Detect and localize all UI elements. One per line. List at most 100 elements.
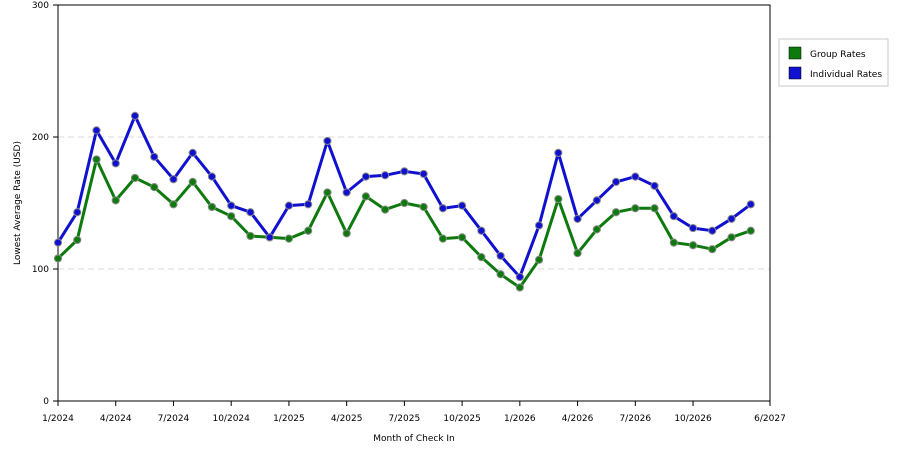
data-point-group-rates[interactable] bbox=[207, 202, 217, 212]
legend-label-group: Group Rates bbox=[810, 50, 866, 60]
data-point-group-rates[interactable] bbox=[438, 234, 447, 243]
y-tick-label: 300 bbox=[32, 1, 49, 11]
legend-label-individual: Individual Rates bbox=[810, 70, 882, 80]
x-tick-label: 10/2024 bbox=[212, 414, 250, 424]
data-point-group-rates[interactable] bbox=[727, 233, 736, 242]
data-point-individual-rates[interactable] bbox=[169, 175, 178, 184]
data-point-group-rates[interactable] bbox=[150, 183, 159, 192]
x-tick-label: 4/2024 bbox=[100, 414, 132, 424]
series-line-group-rates bbox=[56, 157, 752, 289]
y-tick-label: 200 bbox=[32, 133, 49, 143]
data-point-group-rates[interactable] bbox=[400, 198, 409, 208]
data-point-individual-rates[interactable] bbox=[207, 172, 217, 181]
data-point-individual-rates[interactable] bbox=[53, 238, 63, 247]
data-point-group-rates[interactable] bbox=[650, 204, 659, 213]
data-point-individual-rates[interactable] bbox=[323, 136, 332, 146]
data-point-individual-rates[interactable] bbox=[688, 223, 698, 233]
x-tick-label: 1/2025 bbox=[273, 414, 305, 424]
data-point-group-rates[interactable] bbox=[746, 226, 755, 235]
data-point-group-rates[interactable] bbox=[111, 196, 120, 205]
data-point-group-rates[interactable] bbox=[246, 231, 255, 241]
data-point-group-rates[interactable] bbox=[304, 226, 313, 235]
data-point-group-rates[interactable] bbox=[92, 155, 101, 164]
data-point-individual-rates[interactable] bbox=[342, 188, 351, 197]
y-tick-label: 0 bbox=[43, 397, 49, 407]
data-point-individual-rates[interactable] bbox=[111, 159, 120, 168]
data-point-individual-rates[interactable] bbox=[611, 177, 621, 186]
data-point-group-rates[interactable] bbox=[284, 234, 294, 243]
x-tick-label: 4/2026 bbox=[562, 414, 594, 424]
data-point-individual-rates[interactable] bbox=[669, 212, 678, 221]
data-point-group-rates[interactable] bbox=[342, 229, 351, 238]
data-point-group-rates[interactable] bbox=[361, 192, 370, 201]
x-tick-label: 4/2025 bbox=[331, 414, 363, 424]
data-point-group-rates[interactable] bbox=[573, 249, 582, 258]
legend-swatch-group bbox=[788, 46, 802, 60]
data-point-individual-rates[interactable] bbox=[708, 226, 717, 235]
data-point-individual-rates[interactable] bbox=[534, 221, 544, 230]
data-point-group-rates[interactable] bbox=[130, 173, 140, 183]
data-point-individual-rates[interactable] bbox=[304, 200, 313, 209]
data-point-individual-rates[interactable] bbox=[284, 201, 294, 210]
data-point-individual-rates[interactable] bbox=[592, 196, 601, 205]
data-point-group-rates[interactable] bbox=[458, 233, 467, 242]
x-tick-label: 10/2025 bbox=[443, 414, 480, 424]
data-point-individual-rates[interactable] bbox=[746, 200, 755, 209]
data-point-individual-rates[interactable] bbox=[458, 201, 467, 210]
data-point-group-rates[interactable] bbox=[534, 255, 544, 264]
legend-swatch-individual bbox=[788, 66, 802, 80]
grid-lines bbox=[58, 136, 770, 270]
data-point-group-rates[interactable] bbox=[554, 194, 563, 204]
data-point-individual-rates[interactable] bbox=[496, 251, 505, 260]
x-tick-label: 1/2026 bbox=[504, 414, 536, 424]
data-point-group-rates[interactable] bbox=[708, 245, 717, 254]
data-point-group-rates[interactable] bbox=[419, 202, 428, 212]
y-tick-label: 100 bbox=[32, 265, 49, 275]
data-point-group-rates[interactable] bbox=[53, 254, 63, 263]
data-point-group-rates[interactable] bbox=[515, 283, 524, 292]
data-point-group-rates[interactable] bbox=[592, 225, 601, 234]
x-tick-label: 7/2024 bbox=[158, 414, 190, 424]
x-tick-label: 6/2027 bbox=[754, 414, 786, 424]
data-point-group-rates[interactable] bbox=[477, 253, 486, 262]
data-point-group-rates[interactable] bbox=[688, 241, 698, 250]
data-point-individual-rates[interactable] bbox=[130, 111, 140, 120]
data-point-group-rates[interactable] bbox=[227, 212, 236, 221]
data-point-group-rates[interactable] bbox=[669, 238, 678, 247]
data-point-group-rates[interactable] bbox=[169, 200, 178, 209]
data-point-individual-rates[interactable] bbox=[554, 148, 563, 157]
data-point-group-rates[interactable] bbox=[611, 208, 621, 217]
x-tick-label: 1/2024 bbox=[42, 414, 74, 424]
data-point-individual-rates[interactable] bbox=[727, 214, 736, 223]
data-point-individual-rates[interactable] bbox=[650, 181, 659, 190]
data-point-group-rates[interactable] bbox=[631, 204, 640, 213]
data-point-individual-rates[interactable] bbox=[265, 233, 274, 242]
data-point-individual-rates[interactable] bbox=[631, 172, 640, 181]
series-group-rates bbox=[53, 155, 755, 292]
x-tick-label: 10/2026 bbox=[674, 414, 712, 424]
data-point-group-rates[interactable] bbox=[73, 235, 82, 245]
data-point-individual-rates[interactable] bbox=[361, 172, 370, 181]
data-point-individual-rates[interactable] bbox=[573, 214, 582, 223]
data-point-individual-rates[interactable] bbox=[92, 126, 101, 135]
data-point-individual-rates[interactable] bbox=[400, 167, 409, 176]
data-point-individual-rates[interactable] bbox=[73, 208, 82, 217]
data-point-group-rates[interactable] bbox=[496, 270, 505, 279]
data-point-individual-rates[interactable] bbox=[419, 169, 428, 179]
data-point-individual-rates[interactable] bbox=[438, 204, 447, 213]
data-point-group-rates[interactable] bbox=[323, 188, 332, 197]
x-axis-title: Month of Check In bbox=[373, 434, 455, 444]
data-point-individual-rates[interactable] bbox=[150, 152, 159, 161]
data-point-individual-rates[interactable] bbox=[381, 171, 390, 180]
data-point-individual-rates[interactable] bbox=[477, 226, 486, 235]
data-point-individual-rates[interactable] bbox=[188, 148, 197, 157]
data-point-group-rates[interactable] bbox=[188, 177, 197, 186]
data-point-individual-rates[interactable] bbox=[246, 208, 255, 217]
y-axis-ticks: 0 100 200 300 bbox=[32, 1, 58, 407]
data-point-individual-rates[interactable] bbox=[515, 272, 524, 282]
data-point-group-rates[interactable] bbox=[381, 205, 390, 214]
data-point-individual-rates[interactable] bbox=[227, 201, 236, 210]
legend: Group Rates Individual Rates bbox=[778, 38, 889, 87]
